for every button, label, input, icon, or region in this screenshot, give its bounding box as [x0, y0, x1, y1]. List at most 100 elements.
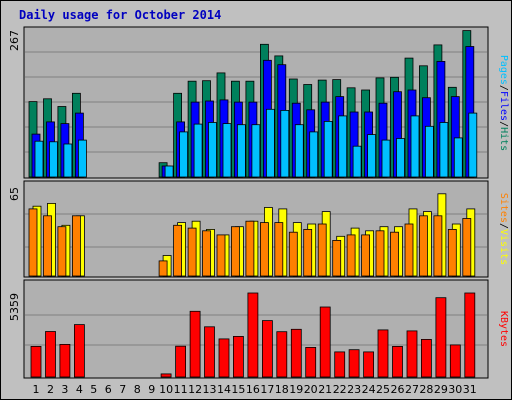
x-tick-label: 13 [203, 383, 217, 396]
x-tick-label: 22 [333, 383, 347, 396]
bar-pages-4 [78, 139, 87, 178]
bar-kbytes-16 [247, 292, 259, 378]
x-tick-label: 31 [463, 383, 477, 396]
bar-kbytes-21 [319, 306, 331, 378]
bar-kbytes-3 [59, 343, 71, 378]
bar-sites-21 [317, 223, 327, 277]
x-tick-label: 28 [419, 383, 433, 396]
bar-sites-24 [361, 234, 371, 277]
y-max-label: 267 [8, 30, 21, 51]
side-label-part: KBytes [498, 311, 509, 347]
side-label-part: Files [498, 91, 509, 121]
series-side-label: Pages/Files/Hits [498, 55, 509, 151]
x-tick-label: 4 [76, 383, 83, 396]
x-tick-label: 10 [159, 383, 173, 396]
bar-sites-17 [259, 222, 269, 277]
bar-pages-26 [396, 138, 405, 178]
bar-kbytes-14 [218, 338, 230, 378]
bar-pages-25 [381, 139, 391, 178]
bar-pages-22 [338, 115, 348, 178]
bar-kbytes-26 [392, 345, 403, 378]
bar-sites-18 [274, 222, 284, 277]
bar-sites-12 [187, 227, 197, 277]
bar-pages-13 [208, 122, 217, 178]
x-tick-label: 27 [405, 383, 419, 396]
bar-kbytes-4 [74, 324, 85, 378]
bar-pages-16 [251, 124, 261, 178]
x-tick-label: 14 [217, 383, 231, 396]
y-max-label: 65 [8, 187, 21, 201]
bar-sites-31 [462, 218, 472, 277]
bar-kbytes-15 [232, 335, 244, 378]
bar-pages-1 [34, 140, 44, 178]
x-tick-label: 8 [134, 383, 141, 396]
x-tick-label: 9 [148, 383, 155, 396]
side-label-part: / [498, 223, 509, 229]
bar-pages-31 [468, 112, 478, 178]
bar-kbytes-1 [30, 345, 42, 378]
bar-kbytes-19 [290, 328, 302, 378]
bar-sites-25 [375, 230, 385, 277]
bar-sites-30 [447, 228, 457, 277]
bar-sites-14 [216, 234, 226, 277]
bar-kbytes-20 [305, 346, 317, 378]
bar-kbytes-22 [334, 351, 346, 378]
bar-pages-10 [164, 165, 174, 178]
x-tick-label: 26 [391, 383, 405, 396]
series-side-label: KBytes [498, 311, 509, 347]
side-label-part: Sites [498, 193, 509, 223]
bar-pages-27 [410, 115, 420, 178]
bar-sites-10 [158, 260, 168, 277]
bar-pages-18 [280, 110, 290, 178]
panel-1: 267 Pages/Files/Hits [8, 26, 509, 179]
x-tick-label: 1 [33, 383, 40, 396]
x-tick-label: 12 [188, 383, 202, 396]
x-tick-label: 21 [318, 383, 332, 396]
side-label-part: Hits [498, 127, 509, 151]
bar-pages-12 [193, 123, 203, 178]
x-tick-label: 3 [61, 383, 68, 396]
bar-sites-4 [72, 215, 81, 277]
bar-pages-21 [323, 121, 333, 178]
bar-pages-14 [222, 123, 232, 178]
x-tick-label: 2 [47, 383, 54, 396]
bar-pages-23 [352, 145, 362, 178]
bar-kbytes-27 [406, 330, 418, 378]
bar-sites-27 [404, 223, 414, 277]
x-tick-label: 7 [119, 383, 126, 396]
bar-sites-3 [57, 226, 67, 277]
bar-kbytes-24 [363, 351, 375, 378]
bar-sites-2 [43, 215, 52, 277]
bar-kbytes-23 [348, 349, 360, 378]
panel-3: 5359 KBytes [8, 279, 509, 379]
side-label-part: Visits [498, 229, 509, 265]
bar-sites-26 [390, 231, 399, 277]
bar-sites-16 [245, 220, 255, 277]
bar-sites-20 [303, 228, 313, 277]
bar-kbytes-25 [377, 329, 389, 378]
x-tick-label: 25 [376, 383, 390, 396]
x-tick-label: 11 [174, 383, 188, 396]
x-tick-label: 30 [448, 383, 462, 396]
bar-pages-28 [424, 125, 434, 178]
bar-kbytes-12 [189, 310, 201, 378]
bar-kbytes-17 [261, 320, 273, 378]
bar-pages-17 [265, 108, 275, 178]
bar-kbytes-2 [45, 331, 56, 378]
bar-kbytes-11 [175, 345, 187, 378]
x-tick-label: 23 [347, 383, 361, 396]
bar-sites-29 [433, 215, 443, 277]
x-tick-label: 6 [105, 383, 112, 396]
x-tick-label: 18 [275, 383, 289, 396]
bar-sites-11 [173, 224, 183, 277]
bar-kbytes-30 [449, 344, 461, 378]
y-max-label: 5359 [8, 293, 21, 321]
x-tick-label: 29 [434, 383, 448, 396]
bar-sites-28 [418, 215, 428, 277]
bar-sites-23 [346, 234, 356, 277]
x-tick-label: 20 [304, 383, 318, 396]
bar-pages-3 [63, 143, 73, 178]
bar-sites-13 [202, 230, 211, 277]
bar-kbytes-29 [435, 297, 447, 378]
